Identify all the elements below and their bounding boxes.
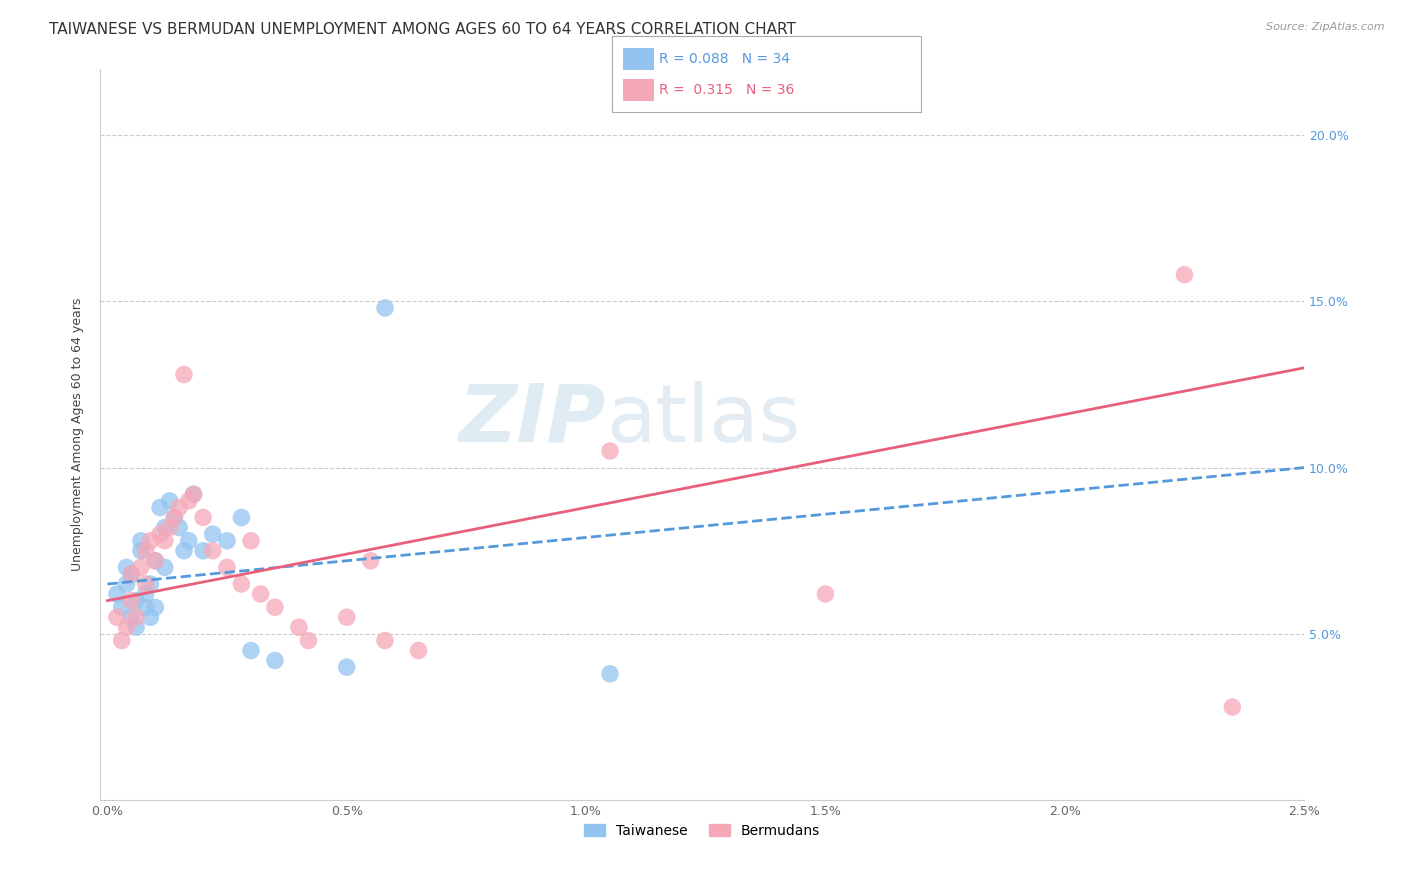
Point [120, 567, 142, 582]
Point [153, 520, 176, 534]
Point [135, 600, 157, 615]
Point [115, 577, 138, 591]
Point [129, 560, 152, 574]
Point [120, 593, 142, 607]
Point [111, 600, 134, 615]
Y-axis label: Unemployment Among Ages 60 to 64 years: Unemployment Among Ages 60 to 64 years [72, 298, 84, 571]
Point [149, 500, 172, 515]
Text: atlas: atlas [606, 381, 800, 458]
Point [191, 510, 214, 524]
Point [288, 620, 311, 634]
Point [115, 560, 138, 574]
Point [135, 543, 157, 558]
Point [201, 543, 224, 558]
Point [125, 593, 148, 607]
Point [167, 520, 190, 534]
Point [297, 633, 319, 648]
Point [120, 567, 142, 582]
Point [139, 610, 162, 624]
Point [143, 600, 166, 615]
Point [159, 520, 181, 534]
Text: Source: ZipAtlas.com: Source: ZipAtlas.com [1267, 22, 1385, 32]
Point [264, 653, 287, 667]
Point [115, 620, 138, 634]
Point [129, 543, 152, 558]
Point [240, 533, 263, 548]
Point [173, 368, 195, 382]
Text: R = 0.088   N = 34: R = 0.088 N = 34 [659, 52, 790, 66]
Point [105, 587, 128, 601]
Point [125, 610, 148, 624]
Text: TAIWANESE VS BERMUDAN UNEMPLOYMENT AMONG AGES 60 TO 64 YEARS CORRELATION CHART: TAIWANESE VS BERMUDAN UNEMPLOYMENT AMONG… [49, 22, 796, 37]
Point [163, 510, 186, 524]
Point [374, 301, 396, 315]
Point [177, 533, 200, 548]
Point [336, 610, 359, 624]
Point [215, 560, 238, 574]
Point [173, 543, 195, 558]
Point [177, 494, 200, 508]
Point [336, 660, 359, 674]
Point [408, 643, 430, 657]
Point [1220, 700, 1243, 714]
Point [153, 533, 176, 548]
Point [249, 587, 271, 601]
Point [163, 510, 186, 524]
Point [159, 494, 181, 508]
Point [183, 487, 205, 501]
Point [599, 666, 621, 681]
Point [231, 510, 253, 524]
Point [105, 610, 128, 624]
Point [143, 554, 166, 568]
Point [374, 633, 396, 648]
Point [135, 577, 157, 591]
Point [129, 533, 152, 548]
Point [111, 633, 134, 648]
Point [231, 577, 253, 591]
Point [125, 620, 148, 634]
Point [139, 577, 162, 591]
Point [153, 560, 176, 574]
Point [215, 533, 238, 548]
Text: R =  0.315   N = 36: R = 0.315 N = 36 [659, 83, 794, 97]
Point [264, 600, 287, 615]
Point [167, 500, 190, 515]
Point [149, 527, 172, 541]
Point [240, 643, 263, 657]
Point [360, 554, 382, 568]
Legend: Taiwanese, Bermudans: Taiwanese, Bermudans [578, 816, 827, 845]
Point [143, 554, 166, 568]
Point [1173, 268, 1195, 282]
Text: ZIP: ZIP [458, 381, 606, 458]
Point [120, 610, 142, 624]
Point [814, 587, 837, 601]
Point [201, 527, 224, 541]
Point [135, 587, 157, 601]
Point [191, 543, 214, 558]
Point [599, 444, 621, 458]
Point [183, 487, 205, 501]
Point [139, 533, 162, 548]
